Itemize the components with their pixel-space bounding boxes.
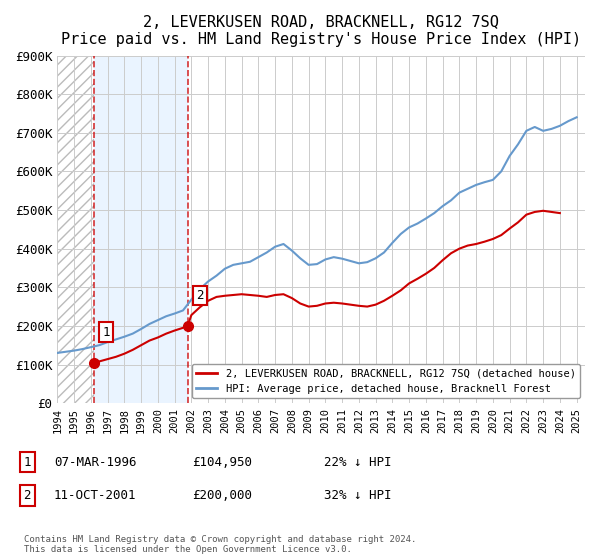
- Text: 2: 2: [23, 489, 31, 502]
- Bar: [58, 55, 94, 403]
- Text: £104,950: £104,950: [192, 455, 252, 469]
- Text: £200,000: £200,000: [192, 489, 252, 502]
- Text: 2: 2: [196, 289, 203, 302]
- Legend: 2, LEVERKUSEN ROAD, BRACKNELL, RG12 7SQ (detached house), HPI: Average price, de: 2, LEVERKUSEN ROAD, BRACKNELL, RG12 7SQ …: [192, 365, 580, 398]
- Bar: [94, 55, 188, 403]
- Text: 1: 1: [23, 455, 31, 469]
- Text: 07-MAR-1996: 07-MAR-1996: [54, 455, 137, 469]
- Text: Contains HM Land Registry data © Crown copyright and database right 2024.
This d: Contains HM Land Registry data © Crown c…: [24, 535, 416, 554]
- Text: 22% ↓ HPI: 22% ↓ HPI: [324, 455, 392, 469]
- Title: 2, LEVERKUSEN ROAD, BRACKNELL, RG12 7SQ
Price paid vs. HM Land Registry's House : 2, LEVERKUSEN ROAD, BRACKNELL, RG12 7SQ …: [61, 15, 581, 48]
- Text: 1: 1: [102, 325, 110, 339]
- Text: 11-OCT-2001: 11-OCT-2001: [54, 489, 137, 502]
- Text: 32% ↓ HPI: 32% ↓ HPI: [324, 489, 392, 502]
